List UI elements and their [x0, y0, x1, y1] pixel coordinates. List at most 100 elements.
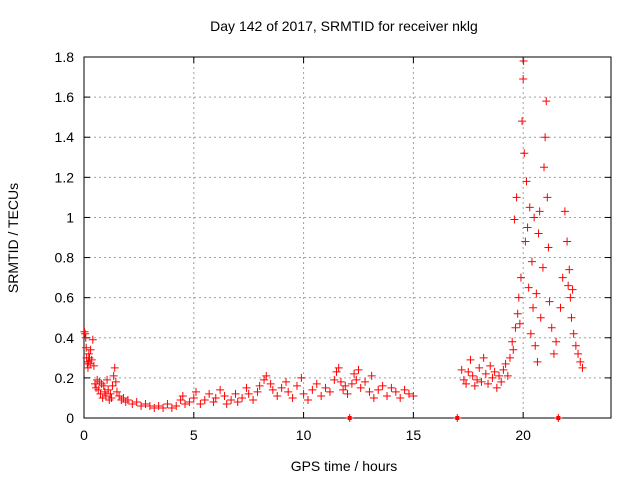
data-point	[473, 375, 482, 384]
data-point	[312, 379, 321, 388]
data-point	[196, 399, 205, 408]
data-point	[98, 393, 107, 402]
data-point	[341, 381, 350, 390]
data-point	[354, 365, 363, 374]
data-point	[266, 379, 275, 388]
data-point	[549, 349, 558, 358]
data-point	[521, 237, 530, 246]
data-point	[462, 379, 471, 388]
data-point	[209, 397, 218, 406]
data-point	[538, 263, 547, 272]
data-point	[89, 361, 98, 370]
x-tick-label: 5	[190, 427, 198, 443]
data-point	[231, 389, 240, 398]
data-point	[490, 367, 499, 376]
data-point	[159, 403, 168, 412]
data-point	[347, 379, 356, 388]
data-point	[519, 57, 528, 66]
data-point	[185, 397, 194, 406]
data-point	[475, 363, 484, 372]
data-point	[520, 149, 529, 158]
data-point	[468, 371, 477, 380]
data-point	[466, 355, 475, 364]
data-point	[501, 359, 510, 368]
data-point	[523, 223, 532, 232]
data-point	[86, 359, 95, 368]
data-point	[244, 389, 253, 398]
data-point	[479, 353, 488, 362]
data-point	[111, 377, 120, 386]
data-point	[82, 343, 91, 352]
data-point	[525, 203, 534, 212]
y-tick-label: 0.4	[55, 330, 75, 346]
data-point	[540, 163, 549, 172]
data-point	[93, 375, 102, 384]
data-point	[238, 393, 247, 402]
data-point	[128, 399, 137, 408]
data-point	[530, 213, 539, 222]
data-point	[495, 371, 504, 380]
data-point	[529, 303, 538, 312]
data-point	[88, 335, 97, 344]
data-point	[106, 389, 115, 398]
y-tick-label: 0.2	[55, 370, 75, 386]
data-point	[81, 329, 90, 338]
data-point	[566, 293, 575, 302]
data-point	[332, 367, 341, 376]
data-point	[99, 381, 108, 390]
data-point	[176, 395, 185, 404]
data-point	[510, 215, 519, 224]
data-point	[545, 297, 554, 306]
data-point	[205, 389, 214, 398]
data-point	[297, 373, 306, 382]
data-point	[284, 387, 293, 396]
data-point	[115, 391, 124, 400]
data-point	[167, 403, 176, 412]
data-point	[273, 391, 282, 400]
plot-frame	[83, 56, 612, 419]
data-point	[222, 399, 231, 408]
data-point	[503, 371, 512, 380]
y-tick-labels: 0 0.2 0.4 0.6 0.8 1 1.2 1.4 1.6 1.8	[55, 49, 75, 426]
data-point	[576, 357, 585, 366]
y-tick-label: 1.2	[55, 169, 75, 185]
x-axis-label: GPS time / hours	[291, 458, 398, 474]
data-point	[516, 273, 525, 282]
data-point	[299, 389, 308, 398]
data-point	[513, 309, 522, 318]
data-point	[84, 349, 93, 358]
data-point	[484, 379, 493, 388]
grid-lines	[84, 57, 611, 418]
y-tick-label: 0.6	[55, 290, 75, 306]
data-point	[253, 387, 262, 396]
data-point	[330, 375, 339, 384]
data-point	[522, 177, 531, 186]
data-point	[260, 375, 269, 384]
data-point	[80, 327, 89, 336]
data-point	[387, 383, 396, 392]
data-point	[404, 389, 413, 398]
data-point	[391, 387, 400, 396]
data-point	[350, 369, 359, 378]
data-point	[536, 313, 545, 322]
y-tick-label: 1.6	[55, 89, 75, 105]
data-point	[383, 391, 392, 400]
data-point	[150, 403, 159, 412]
data-point	[515, 319, 524, 328]
data-point	[123, 395, 132, 404]
data-point	[564, 281, 573, 290]
data-point	[400, 385, 409, 394]
x-tick-label: 0	[80, 427, 88, 443]
data-point	[262, 371, 271, 380]
data-point	[121, 397, 130, 406]
data-point	[172, 401, 181, 410]
data-point	[200, 395, 209, 404]
data-point	[277, 383, 286, 392]
data-point	[574, 349, 583, 358]
data-point	[568, 285, 577, 294]
chart-title: Day 142 of 2017, SRMTID for receiver nkl…	[210, 18, 478, 34]
data-point	[317, 391, 326, 400]
data-point	[514, 293, 523, 302]
data-point	[86, 345, 95, 354]
data-point	[132, 397, 141, 406]
